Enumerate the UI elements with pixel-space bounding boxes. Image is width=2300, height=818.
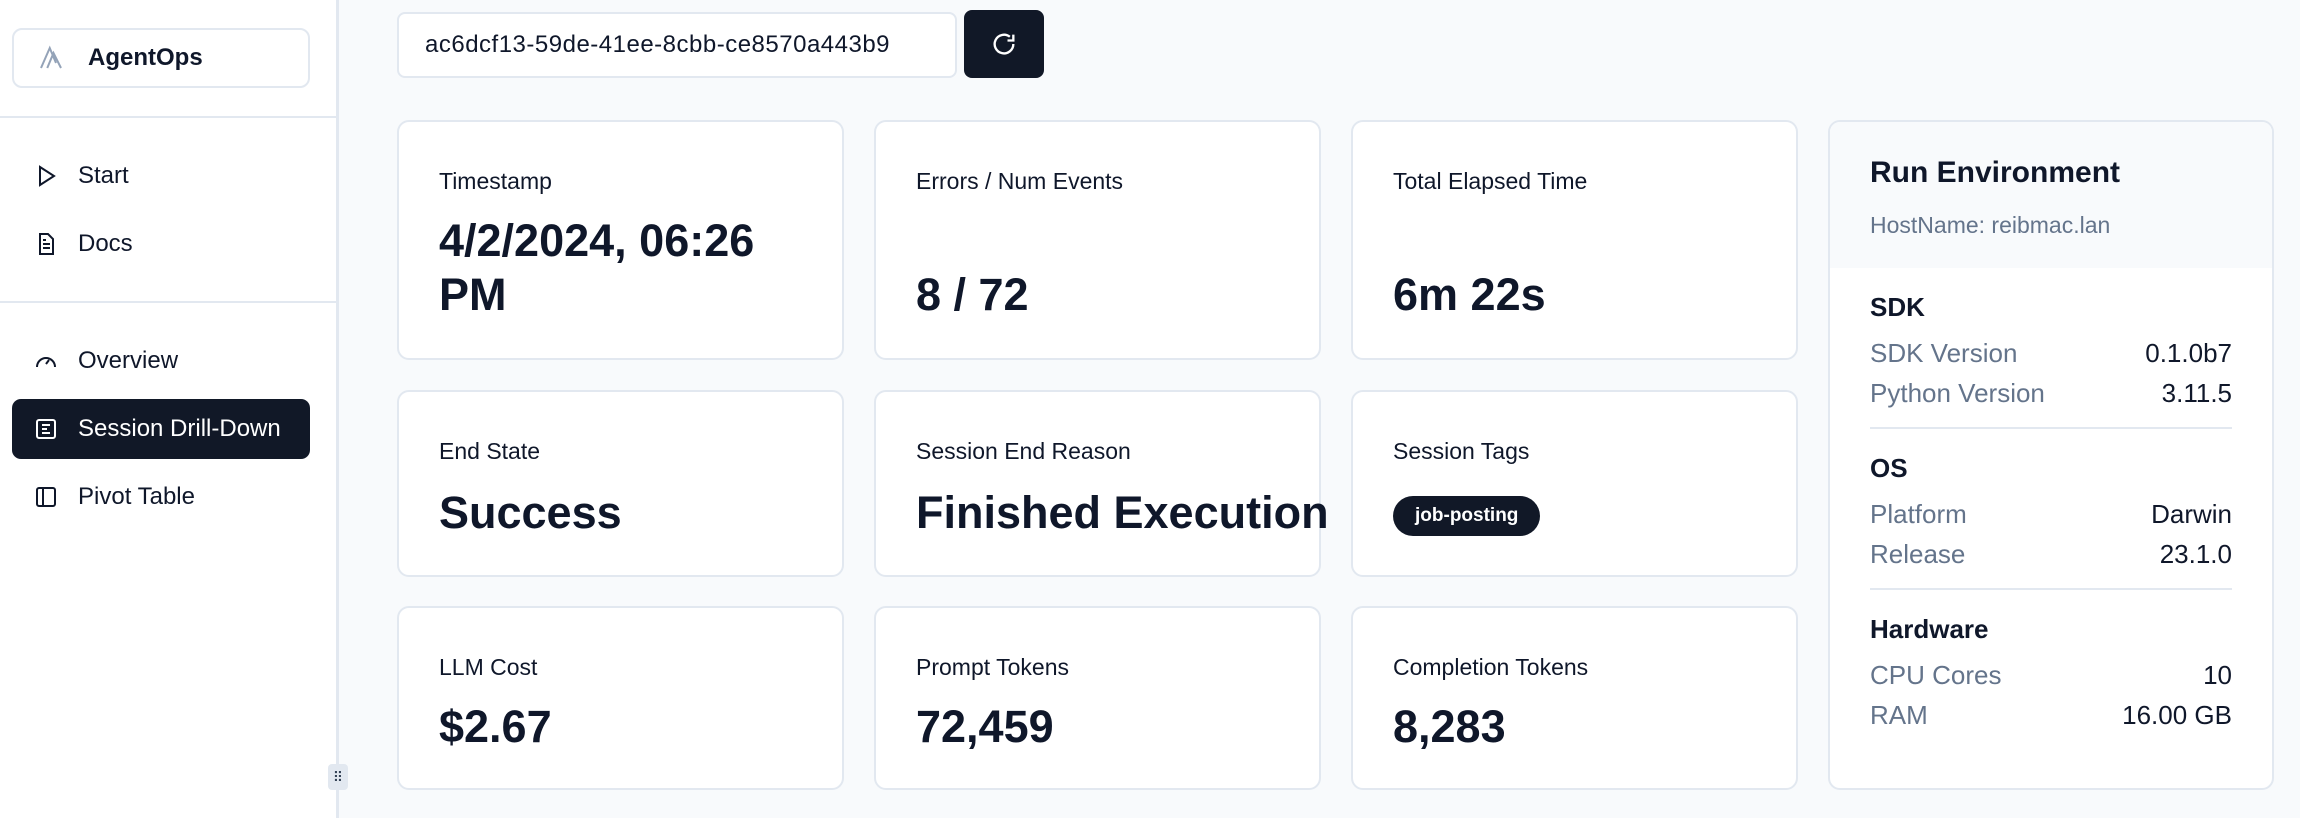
- panel-title: Run Environment: [1870, 156, 2121, 189]
- sidebar-item-label: Overview: [78, 347, 179, 374]
- card-label: Session Tags: [1393, 438, 1530, 464]
- session-tags-card: Session Tags job-posting: [1351, 390, 1798, 577]
- card-value: 6m 22s: [1393, 269, 1546, 320]
- card-value: $2.67: [439, 701, 552, 752]
- timestamp-card: Timestamp 4/2/2024, 06:26 PM: [397, 120, 844, 360]
- refresh-icon: [993, 33, 1015, 55]
- info-row: CPU Cores 10: [1870, 655, 2232, 695]
- row-key: Platform: [1870, 499, 1967, 529]
- tag-badge[interactable]: job-posting: [1393, 496, 1541, 536]
- info-row: SDK Version 0.1.0b7: [1870, 333, 2232, 373]
- hardware-section: Hardware CPU Cores 10 RAM 16.00 GB: [1830, 614, 2272, 735]
- app-title: AgentOps: [88, 44, 203, 71]
- panel-icon: [36, 487, 56, 507]
- row-value: 10: [2203, 660, 2232, 690]
- sidebar-item-label: Session Drill-Down: [78, 415, 281, 442]
- row-key: CPU Cores: [1870, 660, 2002, 690]
- sidebar-item-docs[interactable]: Docs: [12, 214, 310, 274]
- divider: [1870, 588, 2232, 590]
- refresh-button[interactable]: [964, 10, 1044, 78]
- sidebar: AgentOps Start Docs Overview Session Dri…: [0, 0, 339, 818]
- card-label: Timestamp: [439, 168, 552, 194]
- row-key: SDK Version: [1870, 338, 2018, 368]
- section-heading: SDK: [1870, 292, 1925, 322]
- info-row: RAM 16.00 GB: [1870, 695, 2232, 735]
- card-label: Completion Tokens: [1393, 654, 1589, 680]
- end-state-card: End State Success: [397, 390, 844, 577]
- card-value: 8 / 72: [916, 269, 1029, 320]
- row-value: 23.1.0: [2159, 539, 2232, 569]
- info-row: Python Version 3.11.5: [1870, 373, 2232, 413]
- completion-tokens-card: Completion Tokens 8,283: [1351, 606, 1798, 790]
- sidebar-item-label: Start: [78, 162, 129, 189]
- card-label: Session End Reason: [916, 438, 1131, 464]
- sidebar-resize-handle[interactable]: ⠿: [328, 764, 348, 790]
- card-label: Errors / Num Events: [916, 168, 1124, 194]
- card-value: 72,459: [916, 701, 1054, 752]
- sidebar-item-session-drill-down[interactable]: Session Drill-Down: [12, 399, 310, 459]
- end-reason-card: Session End Reason Finished Execution: [874, 390, 1329, 577]
- elapsed-time-card: Total Elapsed Time 6m 22s: [1351, 120, 1798, 360]
- row-value: Darwin: [2151, 499, 2232, 529]
- card-label: Total Elapsed Time: [1393, 168, 1588, 194]
- info-row: Platform Darwin: [1870, 494, 2232, 534]
- os-section: OS Platform Darwin Release 23.1.0: [1830, 453, 2272, 574]
- prompt-tokens-card: Prompt Tokens 72,459: [874, 606, 1321, 790]
- document-icon: [39, 233, 54, 255]
- sidebar-item-label: Pivot Table: [78, 483, 195, 510]
- row-key: Python Version: [1870, 378, 2045, 408]
- section-heading: OS: [1870, 453, 1908, 483]
- divider: [0, 116, 336, 118]
- info-row: Release 23.1.0: [1870, 534, 2232, 574]
- errors-card: Errors / Num Events 8 / 72: [874, 120, 1321, 360]
- row-value: 0.1.0b7: [2145, 338, 2232, 368]
- sidebar-item-start[interactable]: Start: [12, 146, 310, 206]
- card-label: LLM Cost: [439, 654, 538, 680]
- play-icon: [39, 165, 56, 187]
- session-id-input[interactable]: ac6dcf13-59de-41ee-8cbb-ce8570a443b9: [397, 12, 957, 78]
- card-label: Prompt Tokens: [916, 654, 1069, 680]
- row-value: 16.00 GB: [2122, 700, 2232, 730]
- card-value: 4/2/2024, 06:26 PM: [439, 215, 755, 320]
- card-value: Finished Execution: [916, 487, 1329, 538]
- sidebar-item-pivot-table[interactable]: Pivot Table: [12, 467, 310, 527]
- hostname: HostName: reibmac.lan: [1870, 212, 2111, 238]
- row-key: Release: [1870, 539, 1966, 569]
- logo-button[interactable]: AgentOps: [12, 28, 310, 88]
- row-key: RAM: [1870, 700, 1928, 730]
- list-icon: [36, 419, 56, 439]
- sdk-section: SDK SDK Version 0.1.0b7 Python Version 3.1…: [1830, 292, 2272, 413]
- llm-cost-card: LLM Cost $2.67: [397, 606, 844, 790]
- card-label: End State: [439, 438, 541, 464]
- row-value: 3.11.5: [2161, 378, 2232, 408]
- sidebar-item-overview[interactable]: Overview: [12, 331, 310, 391]
- gauge-icon: [36, 357, 56, 368]
- card-value: Success: [439, 487, 622, 538]
- sidebar-item-label: Docs: [78, 230, 133, 257]
- divider: [1870, 427, 2232, 429]
- card-value: 8,283: [1393, 701, 1506, 752]
- agentops-logo-icon: [40, 45, 62, 69]
- divider: [0, 301, 336, 303]
- run-environment-panel: Run Environment HostName: reibmac.lan SD…: [1828, 120, 2274, 790]
- section-heading: Hardware: [1870, 614, 1989, 644]
